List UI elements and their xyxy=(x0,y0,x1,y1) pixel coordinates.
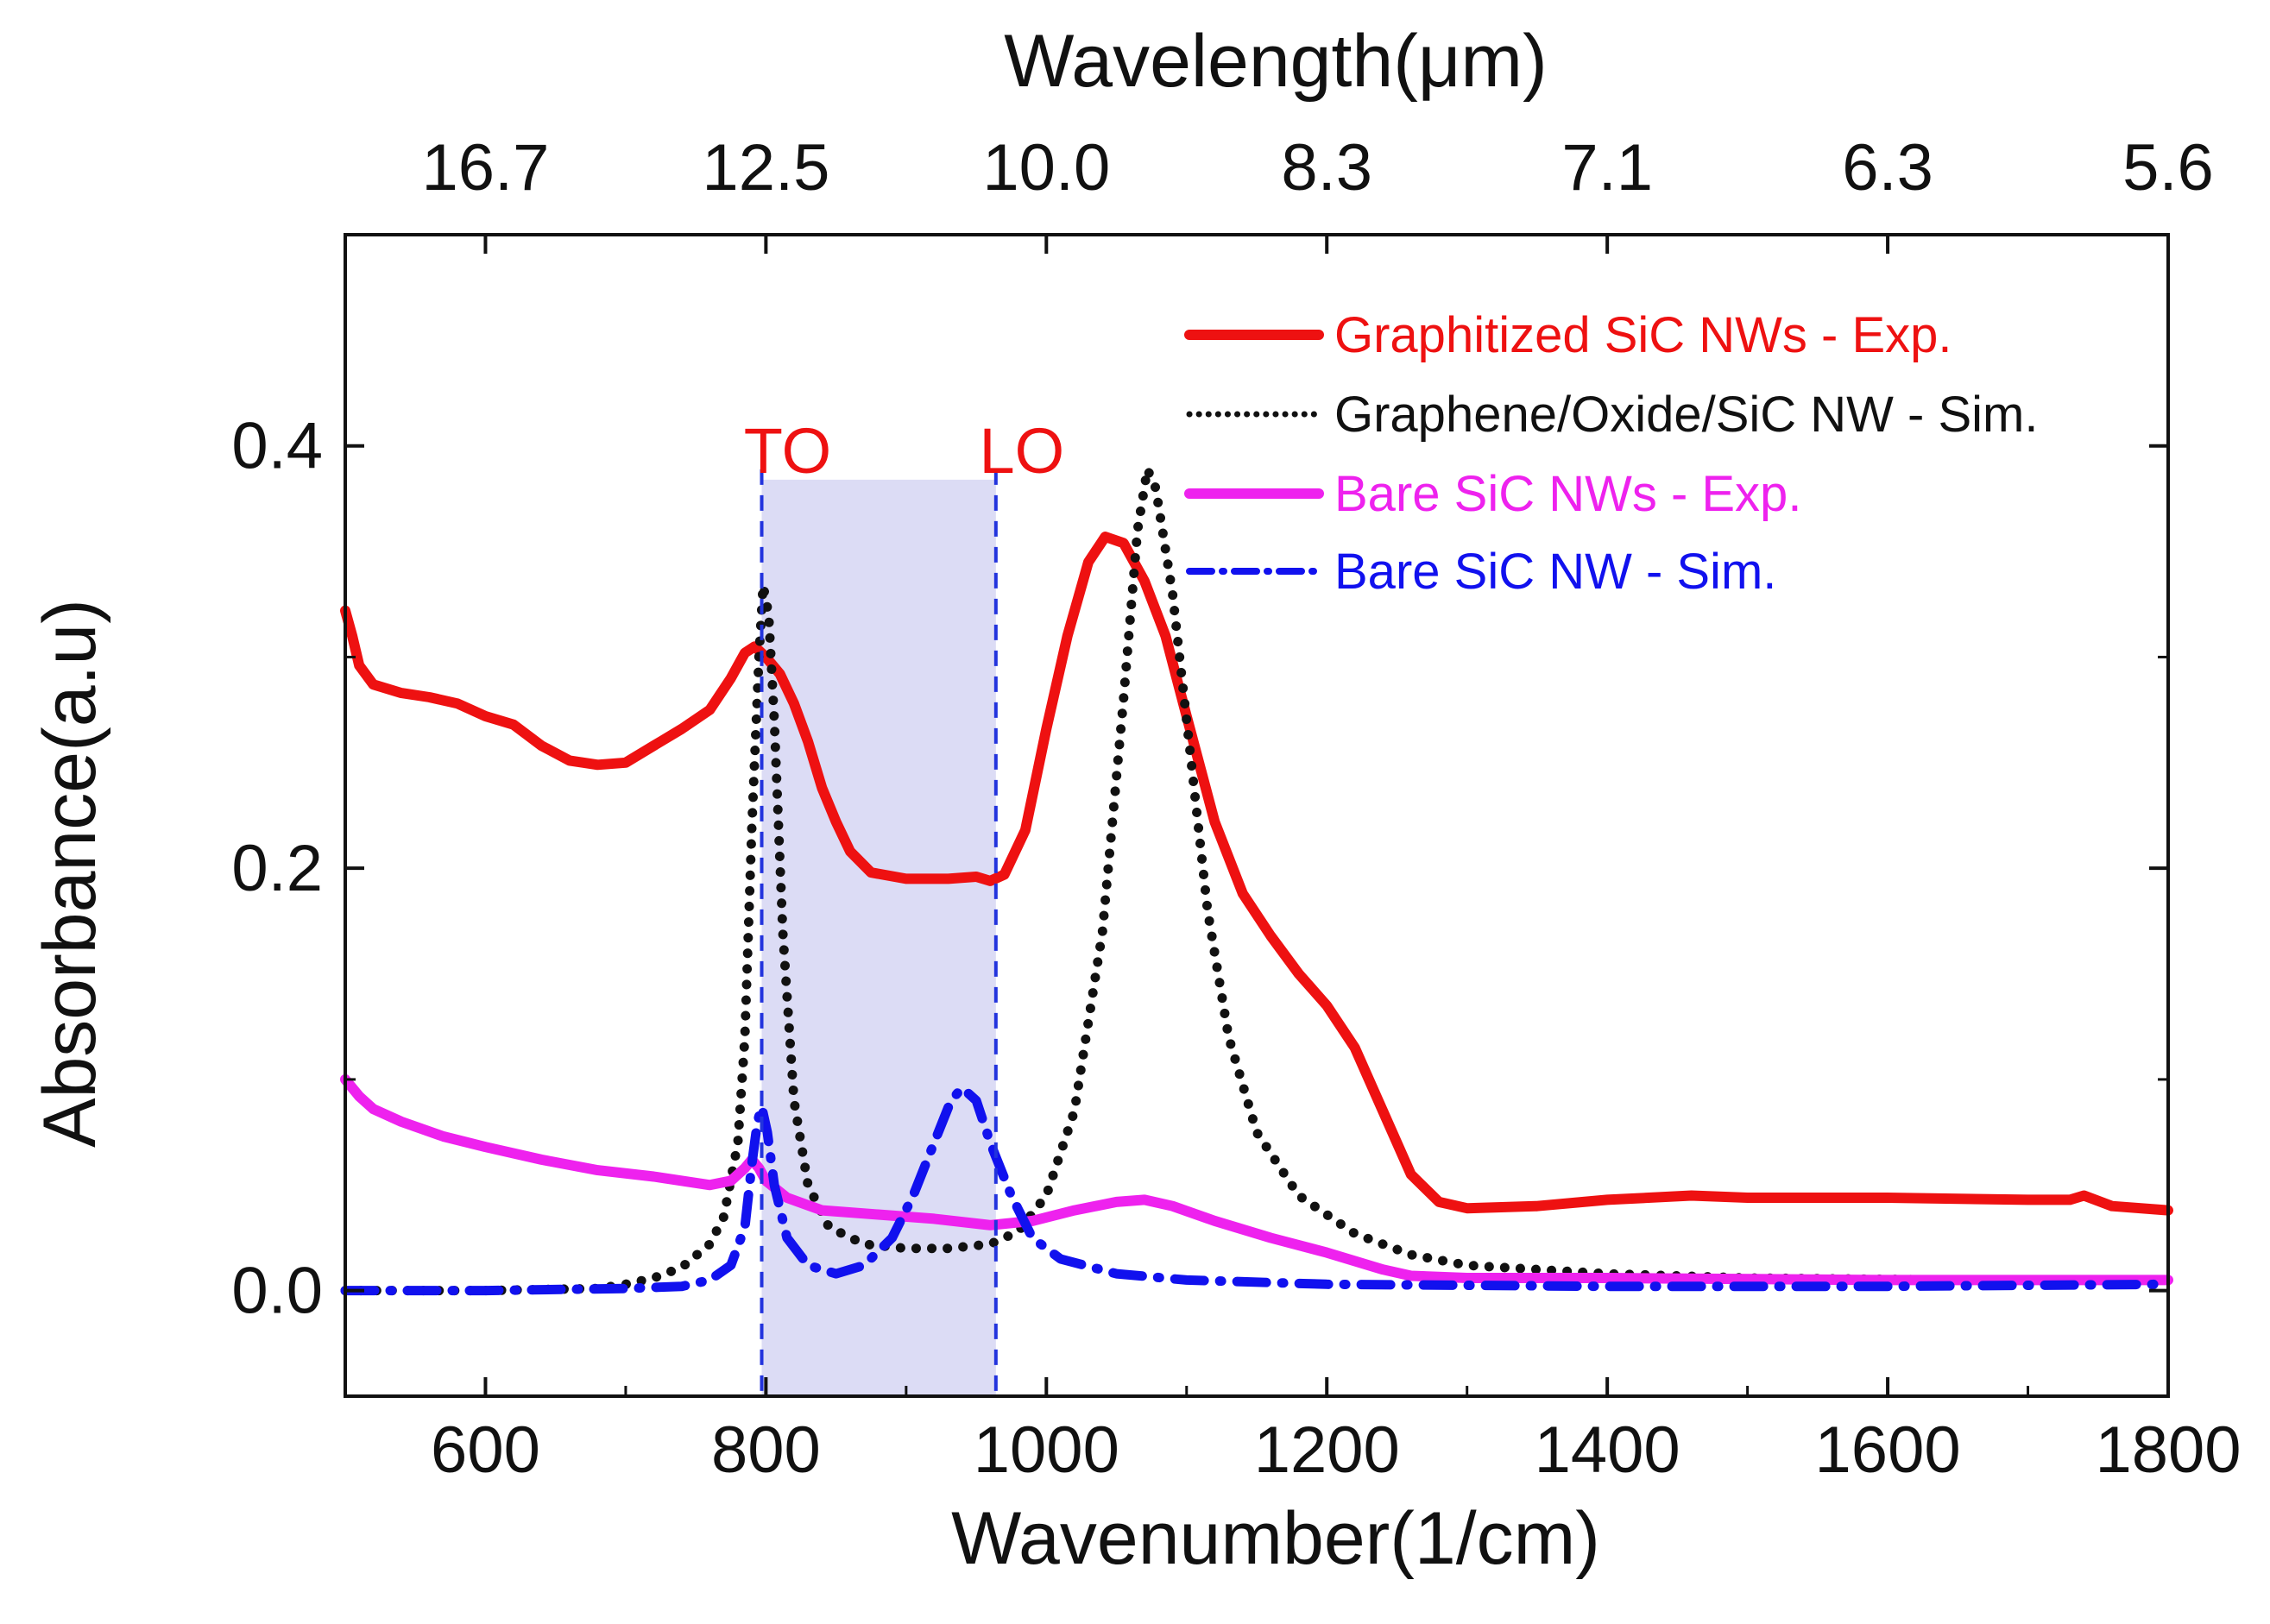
x-tick-label: 1000 xyxy=(974,1413,1119,1487)
legend-label-1: Graphene/Oxide/SiC NW - Sim. xyxy=(1334,387,2038,443)
x-tick-label: 1400 xyxy=(1535,1413,1680,1487)
x-tick-label: 1600 xyxy=(1815,1413,1961,1487)
x-tick-label: 800 xyxy=(711,1413,821,1487)
x-tick-label: 600 xyxy=(431,1413,540,1487)
series-line-3 xyxy=(340,1083,2173,1296)
annotation-layer: TO LO xyxy=(744,415,1064,1396)
band-label-lo: LO xyxy=(979,415,1064,487)
top-axis-title: Wavelength(μm) xyxy=(1004,20,1547,103)
top-tick-label: 7.1 xyxy=(1561,131,1653,205)
top-tick-label: 8.3 xyxy=(1281,131,1372,205)
top-tick-label: 12.5 xyxy=(702,131,829,205)
plot-frame xyxy=(344,233,2170,1398)
to-lo-band-layer xyxy=(761,479,996,1397)
x-tick-label: 1800 xyxy=(2095,1413,2241,1487)
ticks-layer: 600 800 1000 1200 1400 1600 1800 16.7 12.5 10.0 8.… xyxy=(231,131,2241,1487)
top-tick-label: 5.6 xyxy=(2122,131,2214,205)
y-tick-label: 0.4 xyxy=(231,410,323,483)
to-lo-band xyxy=(761,479,996,1397)
top-tick-label: 16.7 xyxy=(422,131,550,205)
y-tick-label: 0.0 xyxy=(231,1255,323,1328)
axes-layer xyxy=(344,233,2170,1398)
y-axis-title: Absorbance(a.u) xyxy=(28,599,111,1148)
band-label-to: TO xyxy=(744,415,831,487)
series-line-2 xyxy=(340,1073,2173,1286)
legend-label-3: Bare SiC NW - Sim. xyxy=(1334,544,1776,600)
x-tick-label: 1200 xyxy=(1254,1413,1400,1487)
top-tick-label: 6.3 xyxy=(1842,131,1933,205)
series-line-1 xyxy=(340,464,2173,1296)
top-tick-label: 10.0 xyxy=(982,131,1110,205)
legend-label-2: Bare SiC NWs - Exp. xyxy=(1334,466,1801,522)
x-axis-title: Wavenumber(1/cm) xyxy=(951,1497,1600,1580)
y-tick-label: 0.2 xyxy=(231,832,323,905)
series-line-0 xyxy=(340,532,2173,1216)
series-layer xyxy=(340,464,2173,1296)
legend: Graphitized SiC NWs - Exp. Graphene/Oxide… xyxy=(1184,307,2038,600)
legend-label-0: Graphitized SiC NWs - Exp. xyxy=(1334,307,1952,363)
